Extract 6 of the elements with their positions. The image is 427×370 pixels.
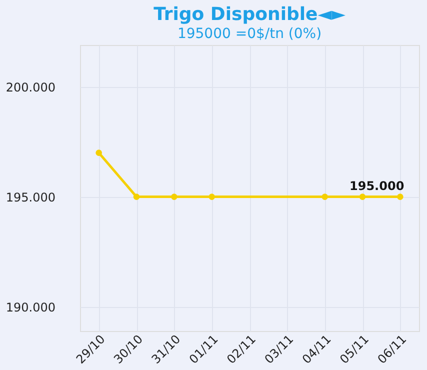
chart-subtitle: 195000 =0$/tn (0%) [177,26,322,42]
y-tick-label: 190.000 [6,300,56,314]
annotation: 195.000 [350,178,404,193]
y-tick-label: 200.000 [6,80,56,94]
chart-title: Trigo Disponible◄► [154,4,346,25]
y-tick-label: 195.000 [6,190,56,204]
